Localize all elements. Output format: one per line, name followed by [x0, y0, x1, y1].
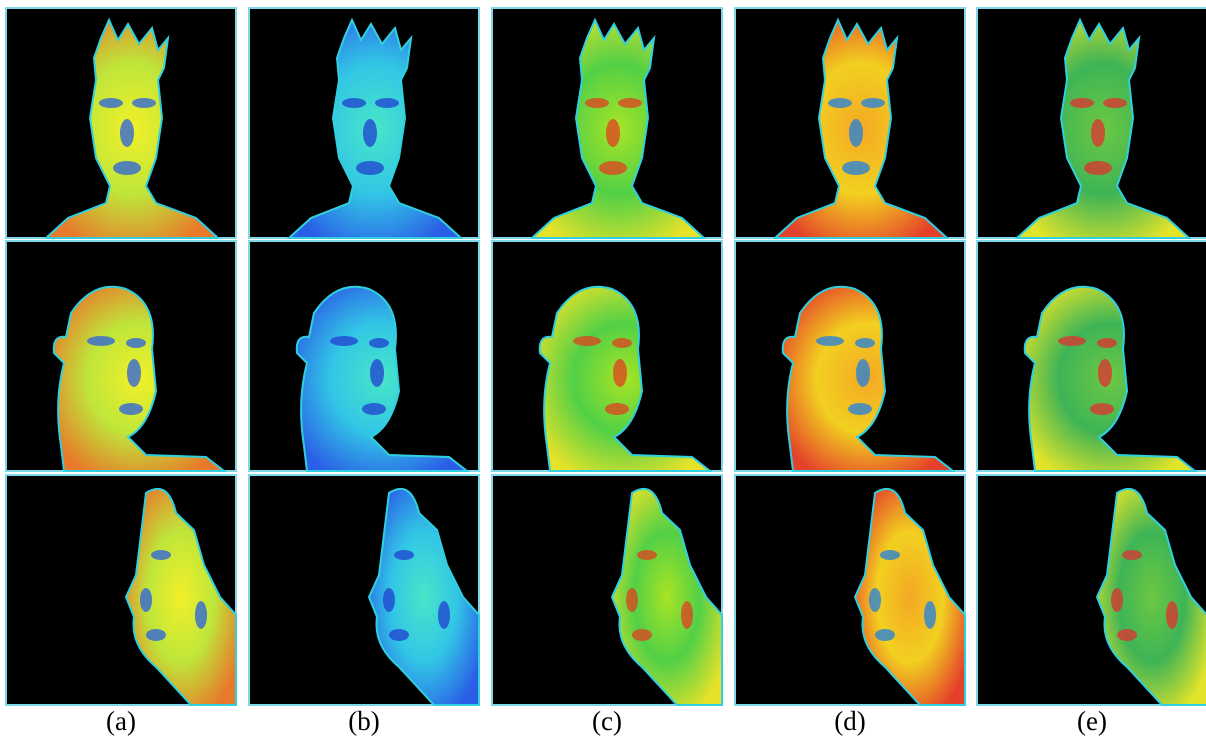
thermal-image: [249, 475, 479, 705]
caption: (c): [592, 706, 622, 736]
thermal-image: [492, 475, 722, 705]
caption: (d): [834, 706, 865, 736]
thermal-image: [977, 475, 1206, 705]
thermal-image: [977, 241, 1206, 471]
caption: (e): [1077, 706, 1107, 736]
thermal-image: [492, 241, 722, 471]
thermal-image: [735, 241, 965, 471]
thermal-image: [977, 8, 1206, 238]
caption: (b): [348, 706, 379, 736]
thermal-image: [492, 8, 722, 238]
thermal-image: [6, 8, 236, 238]
thermal-image: [6, 241, 236, 471]
thermal-image: [735, 475, 965, 705]
thermal-image: [249, 241, 479, 471]
figure: (a) (b) (c) (d) (e): [0, 0, 1206, 756]
thermal-image: [6, 475, 236, 705]
caption: (a): [106, 706, 136, 736]
thermal-image: [735, 8, 965, 238]
page: (a)(b)(c)(d)(e) (() => { const data = JS…: [0, 0, 1206, 756]
thermal-image: [249, 8, 479, 238]
